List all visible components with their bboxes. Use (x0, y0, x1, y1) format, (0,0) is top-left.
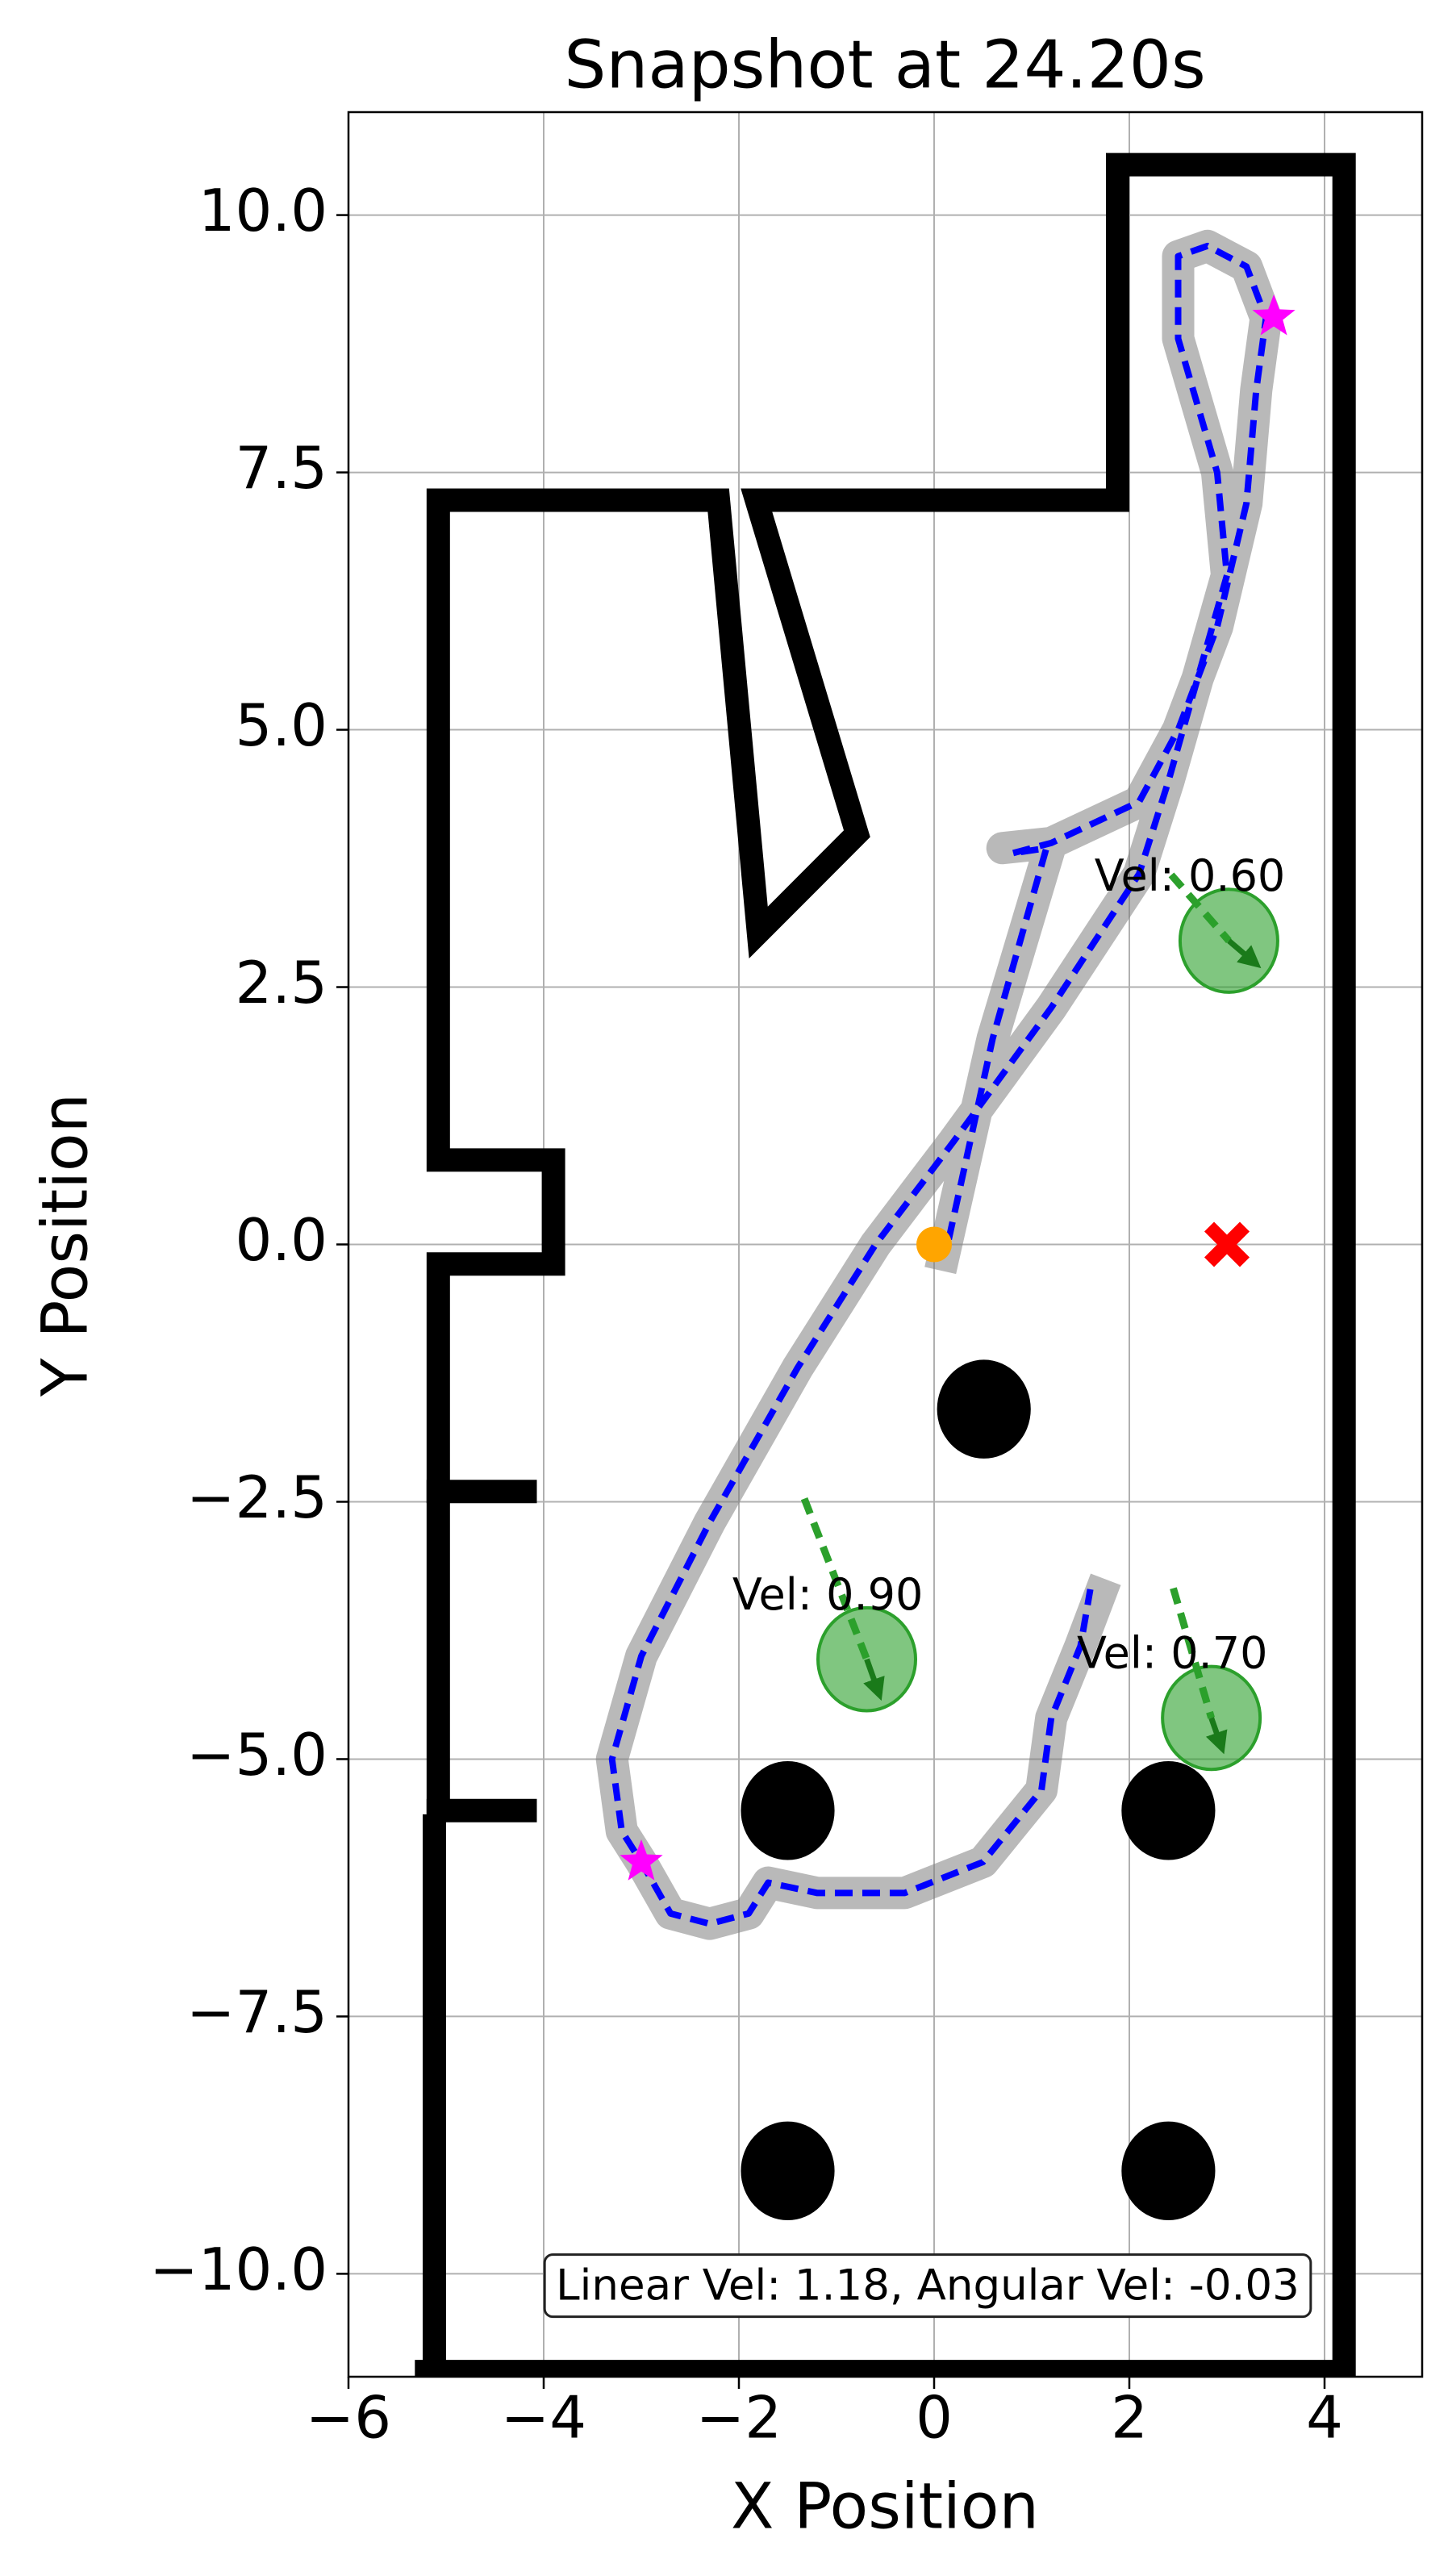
annotation-text: Linear Vel: 1.18, Angular Vel: -0.03 (556, 2261, 1300, 2311)
x-tick-label: −6 (306, 2384, 391, 2452)
pedestrian-speed-label: Vel: 0.90 (732, 1569, 924, 1620)
x-tick-label: 2 (1111, 2384, 1148, 2452)
y-tick-label: 0.0 (235, 1206, 328, 1274)
trajectory (608, 242, 1270, 1927)
obstacle (741, 2121, 835, 2221)
axes: −6 −4 −2 0 2 4 10.0 7.5 5.0 2.5 0.0 −2.5 −5.0 −7.5 −10… (149, 177, 1343, 2451)
y-axis-label: Y Position (29, 1093, 102, 1397)
annotation-box (543, 2253, 1312, 2319)
robot (916, 1226, 952, 1263)
goal-marker (1204, 1221, 1250, 1267)
pedestrian-heading (1205, 1717, 1228, 1755)
x-tick-label: 0 (916, 2384, 953, 2452)
y-tick-label: 5.0 (235, 691, 328, 759)
y-tick-label: 7.5 (235, 434, 328, 502)
chart-title: Snapshot at 24.20s (564, 27, 1205, 103)
y-tick-label: 10.0 (198, 177, 328, 244)
x-axis-label: X Position (731, 2470, 1039, 2543)
pedestrian-speed-label: Vel: 0.70 (1077, 1628, 1268, 1679)
obstacle (1121, 1761, 1216, 1860)
y-tick-label: 2.5 (235, 949, 328, 1017)
obstacle (1121, 2121, 1216, 2221)
y-tick-label: −7.5 (186, 1978, 328, 2046)
x-tick-label: −4 (501, 2384, 586, 2452)
x-tick-label: 4 (1306, 2384, 1343, 2452)
y-tick-label: −2.5 (186, 1463, 328, 1531)
pedestrian-speed-label: Vel: 0.60 (1095, 850, 1286, 901)
x-tick-label: −2 (696, 2384, 782, 2452)
obstacle (741, 1761, 835, 1860)
plot-area: Vel: 0.60 Vel: 0.90 Vel: 0.70 (415, 152, 1356, 2377)
pedestrian-heading (1227, 938, 1262, 969)
waypoint-star (620, 1839, 663, 1881)
pedestrian-trail (1168, 872, 1232, 944)
pedestrian-heading (863, 1658, 885, 1701)
waypoint-star (1252, 294, 1296, 336)
obstacle (937, 1359, 1031, 1459)
y-tick-label: −5.0 (186, 1721, 328, 1789)
y-tick-label: −10.0 (149, 2236, 328, 2303)
wall (415, 152, 1356, 2377)
